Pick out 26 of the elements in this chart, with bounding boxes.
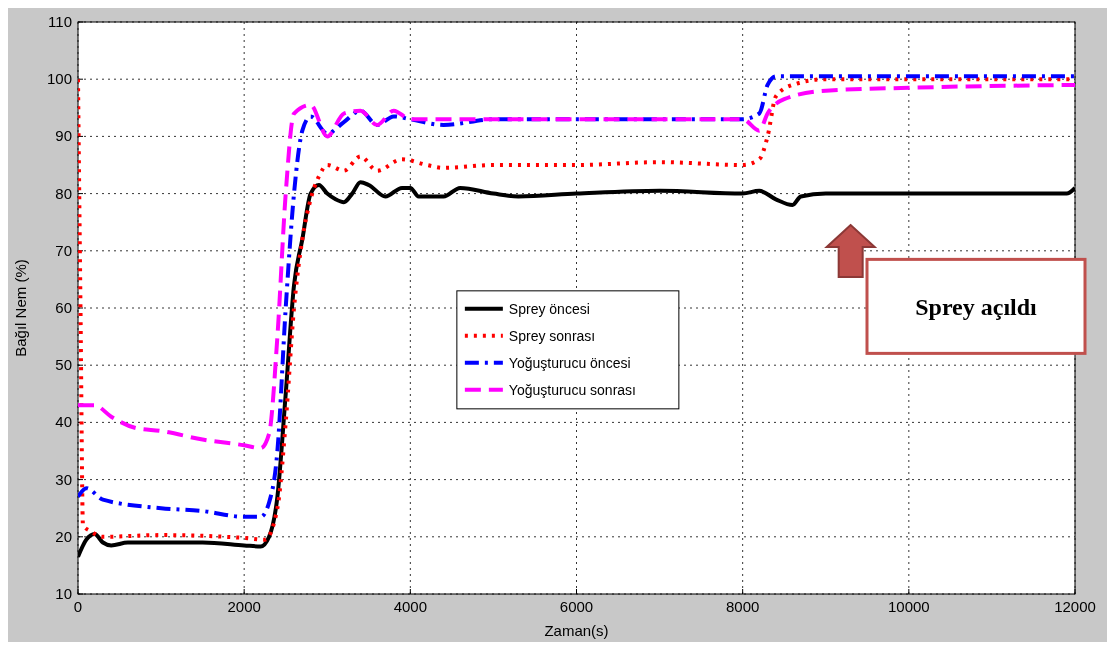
legend-label: Yoğuşturucu sonrası [508,381,636,398]
annotation: Sprey açıldı [915,294,1038,321]
legend-label: Yoğuşturucu öncesi [508,354,631,371]
y-tick-label: 20 [55,527,72,545]
line-series [78,82,1075,451]
x-tick-label: 0 [73,598,83,615]
x-tick-label: 10000 [887,598,930,615]
y-tick-label: 80 [55,184,72,202]
y-tick-label: 40 [55,413,72,431]
y-tick-label: 90 [55,127,72,145]
y-axis-title: Bağıl Nem (%) [12,259,29,357]
y-tick-label: 100 [46,70,72,88]
y-tick-label: 60 [55,299,72,316]
legend-label: Sprey öncesi [508,300,590,317]
x-tick-label: 4000 [393,598,428,615]
x-tick-label: 2000 [227,598,261,615]
y-tick-label: 110 [48,13,72,30]
y-tick-label: 30 [55,470,72,488]
y-tick-label: 70 [55,241,72,259]
x-axis-title: Zaman(s) [544,622,609,639]
y-tick-label: 50 [55,356,72,374]
x-tick-label: 6000 [559,598,594,615]
y-tick-label: 10 [55,585,72,602]
x-tick-label: 12000 [1054,598,1096,615]
x-tick-label: 8000 [725,598,760,615]
legend-label: Sprey sonrası [508,327,596,344]
